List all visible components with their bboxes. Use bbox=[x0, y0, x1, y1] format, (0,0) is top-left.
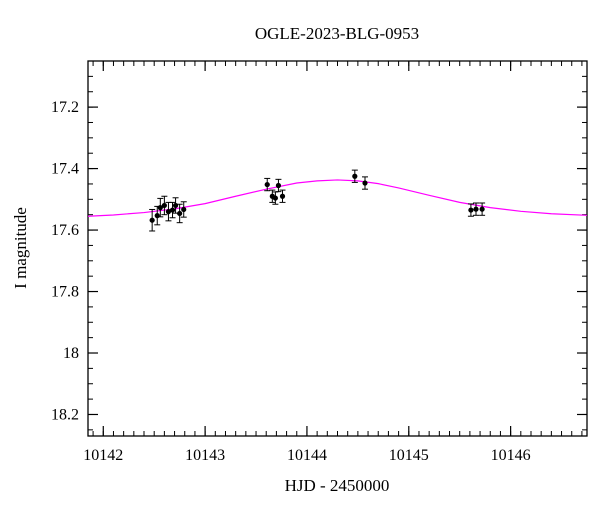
x-tick-label: 10145 bbox=[389, 447, 429, 464]
data-point bbox=[181, 206, 187, 213]
y-tick-label: 17.2 bbox=[51, 99, 79, 116]
chart-title: OGLE-2023-BLG-0953 bbox=[255, 24, 419, 43]
data-point bbox=[172, 202, 179, 209]
x-tick-labels: 10142 10143 10144 10145 10146 bbox=[83, 447, 530, 464]
data-point bbox=[169, 207, 176, 213]
data-point bbox=[264, 181, 270, 188]
data-point bbox=[352, 173, 358, 179]
y-tick-label: 18.2 bbox=[51, 406, 79, 423]
y-tick-label: 17.8 bbox=[51, 284, 79, 301]
data-point bbox=[275, 182, 282, 189]
axis-ticks bbox=[88, 60, 587, 436]
data-point bbox=[165, 209, 172, 215]
data-points-layer bbox=[149, 169, 486, 232]
data-point bbox=[362, 180, 368, 186]
data-point bbox=[177, 210, 183, 217]
data-point bbox=[149, 217, 155, 223]
data-point bbox=[473, 206, 479, 212]
y-tick-labels: 17.2 17.4 17.6 17.8 18 18.2 bbox=[51, 99, 79, 423]
y-tick-label: 18 bbox=[63, 345, 79, 362]
plot-frame bbox=[87, 60, 588, 437]
x-tick-label: 10142 bbox=[83, 447, 123, 464]
x-tick-label: 10144 bbox=[287, 447, 327, 464]
data-point bbox=[468, 207, 474, 213]
data-point bbox=[272, 195, 278, 201]
data-point bbox=[161, 202, 167, 209]
y-axis-label: I magnitude bbox=[11, 207, 30, 289]
x-tick-label: 10143 bbox=[185, 447, 225, 464]
y-tick-label: 17.6 bbox=[51, 222, 79, 239]
data-point bbox=[154, 213, 160, 219]
data-point bbox=[279, 193, 286, 199]
y-tick-label: 17.4 bbox=[51, 161, 79, 178]
x-axis-label: HJD - 2450000 bbox=[285, 476, 390, 495]
data-point bbox=[157, 205, 163, 211]
data-point bbox=[479, 206, 485, 212]
x-tick-label: 10146 bbox=[491, 447, 531, 464]
